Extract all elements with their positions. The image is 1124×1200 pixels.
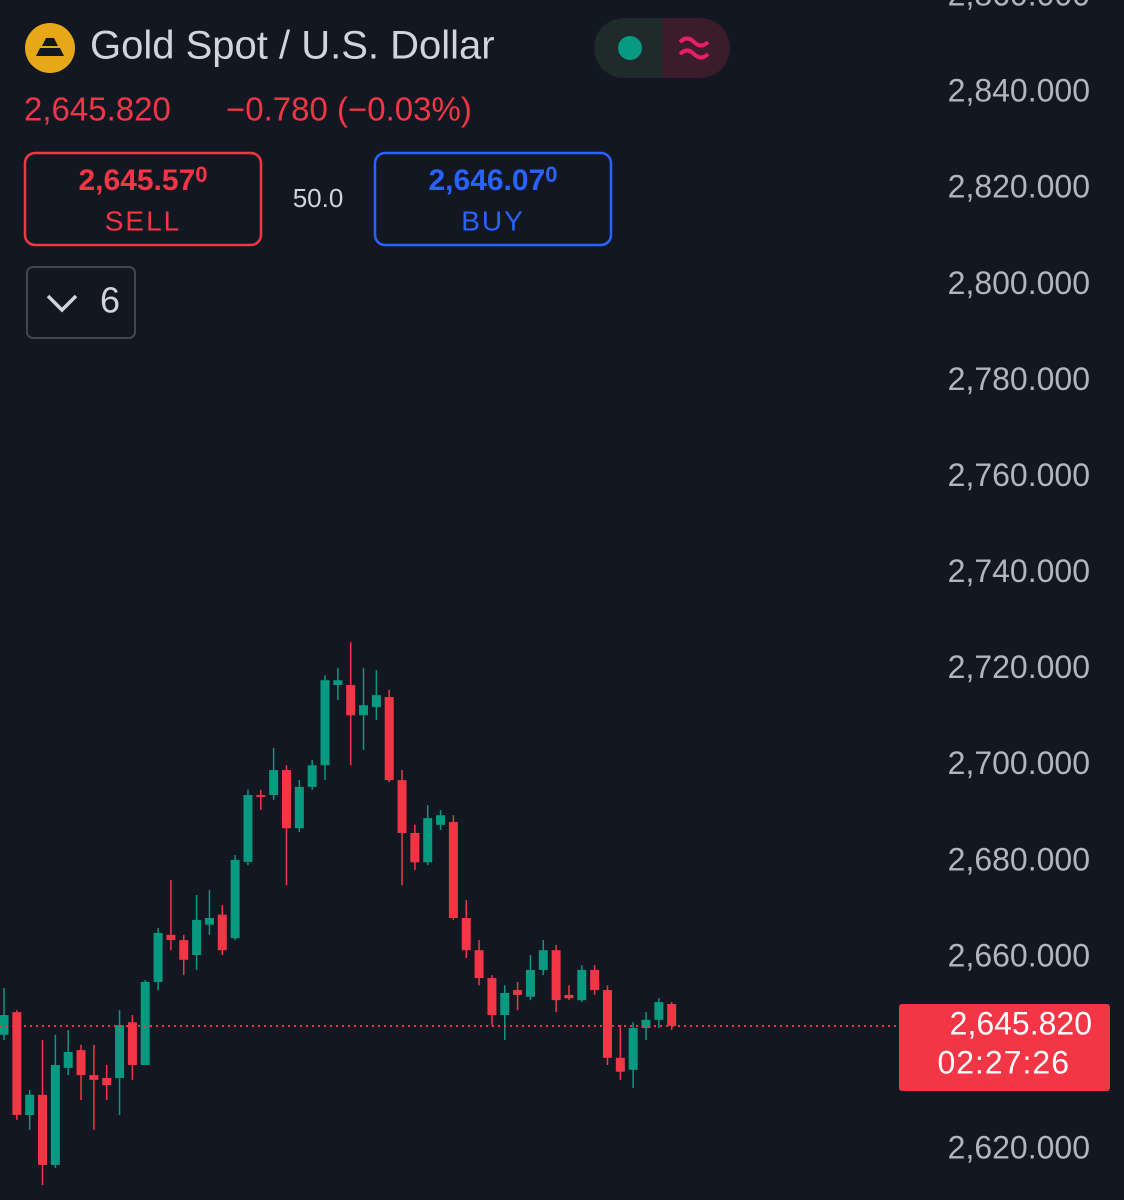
last-price: 2,645.820: [24, 91, 171, 128]
candle-body: [384, 697, 394, 781]
candle-body: [461, 918, 471, 951]
y-tick-label: 2,800.000: [948, 265, 1090, 301]
candle-body: [76, 1050, 86, 1076]
sell-price: 2,645.570: [78, 162, 207, 197]
candle-body: [269, 770, 279, 796]
y-tick-label: 2,760.000: [948, 457, 1090, 493]
candle-body: [551, 950, 561, 1001]
indicators-count: 6: [100, 280, 120, 321]
price-tag: [899, 1004, 1110, 1092]
candle-body: [577, 969, 587, 1001]
candle-body: [50, 1065, 60, 1165]
indicators-toggle[interactable]: 6: [26, 266, 136, 339]
symbol-title[interactable]: Gold Spot / U.S. Dollar: [90, 24, 495, 68]
candle-body: [140, 981, 150, 1066]
y-tick-label: 2,620.000: [948, 1129, 1090, 1165]
sell-box: [23, 151, 263, 247]
candle-body: [115, 1025, 125, 1078]
sell-label: SELL: [105, 205, 182, 236]
y-tick-label: 2,700.000: [948, 745, 1090, 781]
candle-body: [192, 919, 202, 956]
y-tick-label: 2,860.000: [948, 0, 1090, 13]
candle-body: [217, 914, 227, 951]
candle-body: [230, 859, 240, 939]
buy-label: BUY: [461, 205, 525, 236]
candle-body: [654, 1002, 664, 1020]
candle-body: [359, 705, 369, 716]
candle-body: [487, 978, 497, 1016]
candle-body: [641, 1019, 651, 1029]
buy-button[interactable]: 2,646.070 BUY: [373, 151, 613, 247]
y-tick-label: 2,680.000: [948, 841, 1090, 877]
toggle-right: [662, 18, 730, 78]
y-tick-label: 2,780.000: [948, 361, 1090, 397]
buy-price-main: 2,646.07: [428, 164, 545, 197]
candle-body: [525, 969, 535, 997]
candle-body: [538, 950, 548, 970]
candle-body: [436, 815, 446, 825]
y-tick-label: 2,740.000: [948, 553, 1090, 589]
candle-body: [474, 950, 484, 979]
y-tick-label: 2,840.000: [948, 73, 1090, 109]
chevron: [46, 294, 78, 313]
candle-body: [564, 994, 574, 999]
indicators-box: [26, 266, 136, 339]
candle-body: [179, 940, 189, 960]
candle-body: [628, 1028, 638, 1070]
candle-body: [25, 1094, 35, 1115]
candle-body: [423, 818, 433, 863]
candle-body: [294, 786, 304, 829]
candle-body: [89, 1075, 99, 1080]
price-tag-value: 2,645.820: [950, 1005, 1092, 1041]
candle-body: [153, 932, 163, 982]
logo-glyph: [36, 38, 64, 56]
y-tick-label: 2,720.000: [948, 649, 1090, 685]
candle-body: [281, 770, 291, 829]
candle-body: [63, 1052, 73, 1068]
candle-body: [397, 780, 407, 833]
price-tag-countdown: 02:27:26: [937, 1044, 1070, 1080]
candle-body: [667, 1004, 677, 1027]
data-delay-icon: [678, 36, 710, 60]
candle-body: [243, 795, 253, 862]
price-change: −0.780 (−0.03%): [226, 91, 472, 128]
buy-price: 2,646.070: [428, 162, 557, 197]
candle-body: [410, 832, 420, 863]
y-tick-label: 2,820.000: [948, 169, 1090, 205]
sell-price-main: 2,645.57: [78, 164, 195, 197]
candle-body: [12, 1012, 22, 1115]
candle-body: [320, 680, 330, 766]
candle-body: [371, 695, 381, 708]
candle-body: [346, 685, 356, 716]
spread: 50.0: [293, 183, 344, 213]
candle-body: [166, 934, 176, 941]
sell-price-pip: 0: [195, 162, 207, 187]
candle-body: [127, 1022, 137, 1066]
candle-body: [615, 1057, 625, 1072]
y-tick-label: 2,660.000: [948, 937, 1090, 973]
candle-body: [204, 918, 214, 925]
candle-body: [38, 1094, 48, 1165]
buy-box: [373, 151, 613, 247]
candle-body: [307, 765, 317, 787]
candle-body: [602, 990, 612, 1058]
sell-button[interactable]: 2,645.570 SELL: [23, 151, 263, 247]
candle-body: [102, 1077, 112, 1086]
candle-body: [500, 992, 510, 1016]
candle-body: [448, 821, 458, 919]
buy-price-pip: 0: [545, 162, 557, 187]
status-toggle[interactable]: [594, 18, 730, 78]
candle-body: [513, 990, 523, 995]
candle-body: [333, 680, 343, 686]
plot: 2,860.000 2,840.000 2,820.000 2,800.000 2,78…: [0, 0, 1110, 1186]
candle-body: [590, 969, 600, 991]
candle-body: [256, 795, 266, 797]
candle-body: [0, 1015, 9, 1035]
market-dot: [618, 36, 642, 60]
